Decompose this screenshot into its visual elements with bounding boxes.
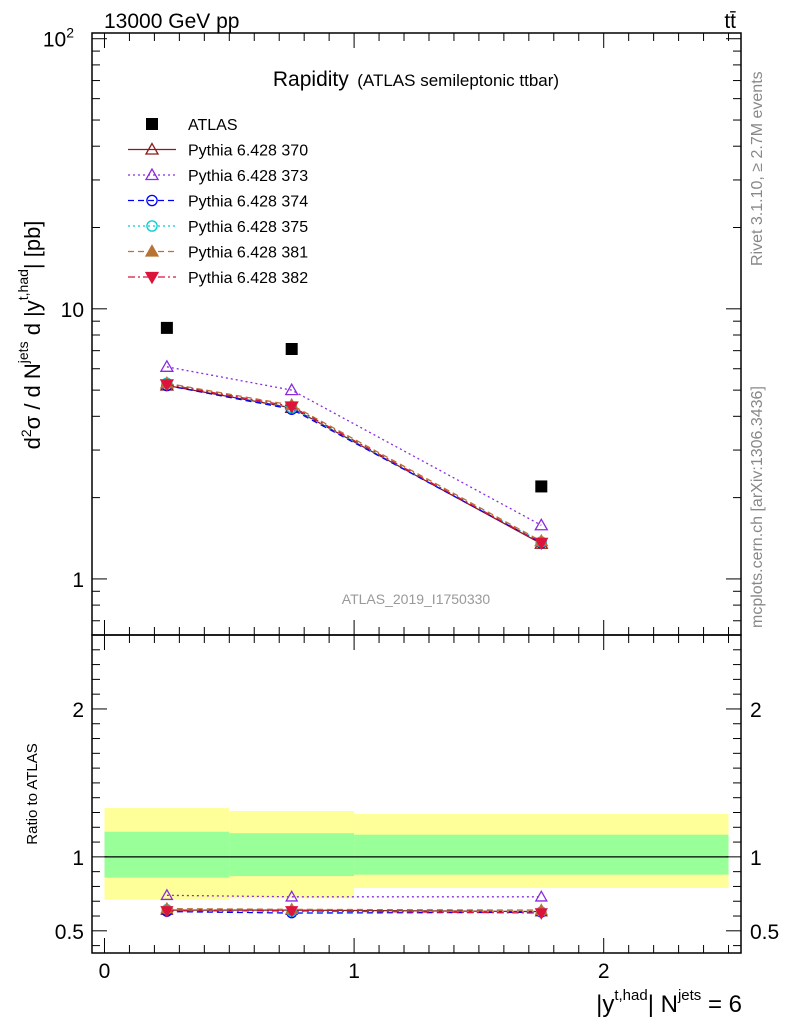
ratio-point [534, 908, 548, 920]
main-plot-panel: 1 10 102 Rapidity (ATLAS semileptonic ttba… [15, 25, 742, 636]
legend-label: ATLAS [188, 117, 238, 134]
ratio-series-1 [160, 888, 548, 902]
data-point [534, 517, 549, 531]
x-tick-label: 0 [99, 960, 111, 983]
series-1 [159, 378, 549, 549]
ratio-plot-frame [91, 634, 742, 954]
data-point [284, 401, 299, 414]
legend-label: Pythia 6.428 373 [188, 168, 308, 185]
legend-label: Pythia 6.428 374 [188, 194, 308, 211]
legend-entry: Pythia 6.428 381 [128, 244, 308, 262]
process-label: tt̄ [724, 10, 736, 33]
data-point [160, 321, 173, 334]
main-x-ticks [103, 33, 730, 635]
legend-marker [144, 244, 160, 257]
legend-entry: ATLAS [146, 117, 238, 134]
ratio-y-tick-label-right: 2 [750, 699, 762, 722]
ratio-point [285, 889, 299, 902]
series-line [166, 382, 542, 543]
legend-marker [144, 167, 160, 181]
legend-marker [146, 194, 158, 207]
ratio-series [160, 888, 548, 920]
legend-entry: Pythia 6.428 382 [128, 270, 308, 287]
legend: ATLAS Pythia 6.428 370 Pythia 6.428 373 Pyt… [128, 117, 308, 287]
ratio-line [166, 894, 542, 898]
ratio-y-tick-label-right: 1 [750, 847, 762, 870]
ratio-point [285, 906, 299, 918]
data-point [285, 342, 298, 355]
series-line [166, 383, 542, 544]
energy-label: 13000 GeV pp [104, 10, 239, 33]
legend-label: Pythia 6.428 381 [188, 245, 308, 262]
legend-marker [146, 118, 158, 130]
plot-title: Rapidity (ATLAS semileptonic ttbar) [273, 68, 559, 91]
ratio-point [160, 888, 174, 901]
mcplots-label: mcplots.cern.ch [arXiv:1306.3436] [749, 386, 766, 628]
legend-marker [146, 220, 158, 232]
series-line [166, 366, 542, 526]
series-0 [160, 321, 548, 493]
legend-label: Pythia 6.428 375 [188, 219, 308, 236]
series-3 [161, 379, 548, 549]
series-4 [161, 377, 548, 548]
legend-entry: Pythia 6.428 374 [128, 194, 308, 211]
y-tick-label: 1 [72, 569, 84, 592]
main-plot-series [159, 321, 549, 551]
ratio-y-axis-label: Ratio to ATLAS [24, 743, 41, 844]
series-line [166, 382, 542, 542]
legend-entry: Pythia 6.428 373 [128, 167, 308, 185]
legend-label: Pythia 6.428 382 [188, 270, 308, 287]
ratio-y-tick-label: 2 [72, 699, 84, 722]
series-5 [159, 375, 549, 547]
main-y-ticks: 1 10 102 [43, 25, 741, 622]
ratio-point [534, 889, 548, 902]
stat-uncertainty-band [229, 833, 355, 877]
series-6 [159, 379, 549, 551]
stat-uncertainty-band [104, 831, 230, 878]
y-tick-label: 102 [43, 25, 74, 52]
legend-marker [144, 142, 160, 155]
legend-entry: Pythia 6.428 370 [128, 142, 308, 160]
series-line [166, 384, 542, 544]
legend-entry: Pythia 6.428 375 [128, 219, 308, 236]
series-line [166, 384, 542, 545]
data-point [534, 537, 549, 551]
ratio-x-ticks: 0 1 2 [99, 635, 730, 983]
legend-marker [144, 271, 160, 285]
ratio-uncertainty-bands [104, 808, 729, 900]
ratio-series-5 [160, 906, 548, 920]
ratio-point [160, 906, 174, 918]
x-axis-label: |yt,had| Njets = 6 [596, 987, 742, 1018]
x-tick-label: 2 [598, 960, 610, 983]
series-2 [159, 359, 549, 531]
main-y-axis-label: d2σ / d Njets d |yt,had| [pb] [15, 221, 45, 450]
legend-label: Pythia 6.428 370 [188, 143, 308, 160]
x-tick-label: 1 [348, 960, 360, 983]
ratio-y-ticks: 0.5 0.5 1 1 2 2 [55, 649, 779, 947]
ratio-y-tick-label: 0.5 [55, 921, 84, 944]
data-point [159, 359, 175, 372]
analysis-label: ATLAS_2019_I1750330 [342, 591, 491, 607]
rivet-label: Rivet 3.1.10, ≥ 2.7M events [749, 71, 766, 266]
ratio-y-tick-label-right: 0.5 [750, 921, 779, 944]
stat-uncertainty-band [354, 834, 729, 875]
data-point [535, 480, 548, 493]
ratio-line [166, 908, 542, 913]
y-tick-label: 10 [61, 299, 84, 322]
ratio-y-tick-label: 1 [72, 847, 84, 870]
data-point [159, 379, 175, 392]
data-point [284, 382, 299, 396]
ratio-panel: 0.5 0.5 1 1 2 2 0 1 2 Ratio to ATLAS |yt,had| N… [24, 634, 779, 1018]
